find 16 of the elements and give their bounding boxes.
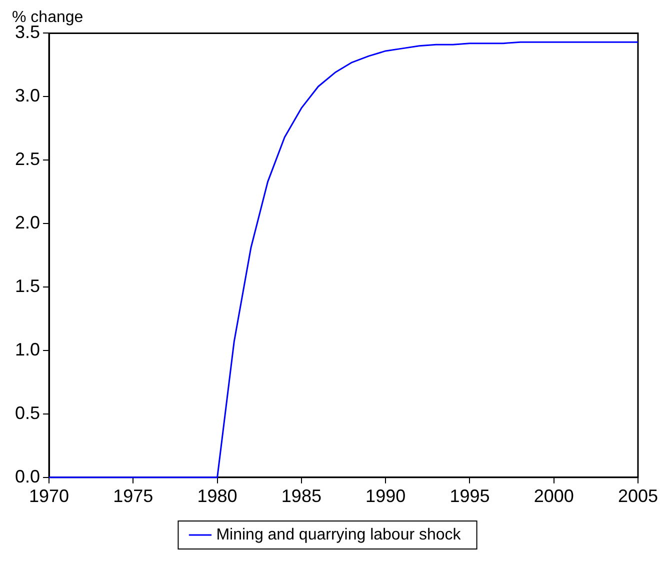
y-tick-label: 0.5 [14,402,40,423]
y-tick-label: 0.0 [14,466,40,486]
x-tick-label: 2000 [534,486,574,506]
x-tick-label: 1995 [450,486,490,506]
x-tick-label: 1990 [366,486,406,506]
legend-label: Mining and quarrying labour shock [216,526,462,544]
x-tick-label: 1980 [197,486,238,506]
y-tick-label: 3.0 [14,86,40,106]
x-tick-label: 1970 [29,486,70,506]
x-tick-label: 1985 [281,486,322,506]
y-tick-label: 1.5 [14,276,40,296]
x-tick-label: 1975 [113,486,154,506]
y-tick-label: 2.5 [14,149,40,170]
y-tick-label: 2.0 [14,212,40,233]
y-tick-label: 1.0 [14,339,40,360]
x-tick-label: 2005 [618,486,658,506]
